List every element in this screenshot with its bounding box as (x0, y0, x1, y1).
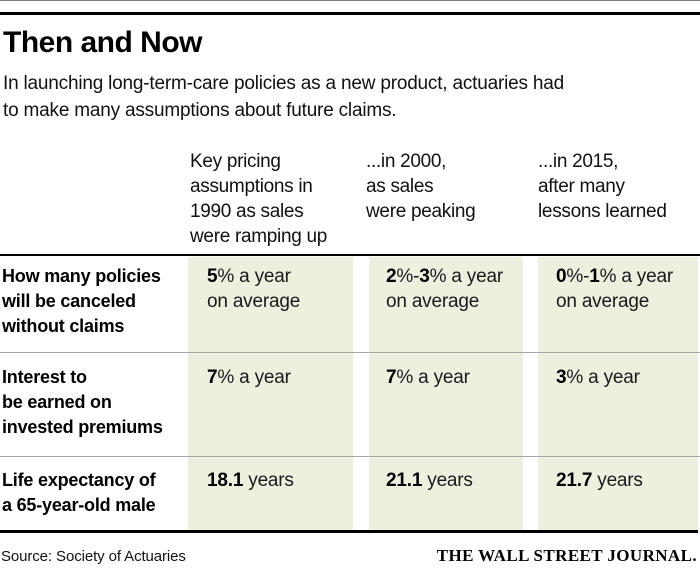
cell-canceled-2000: 2%-3% a year on average (386, 264, 526, 314)
row-separator-1 (0, 352, 700, 353)
cell-canceled-2015: 0%-1% a year on average (556, 264, 696, 314)
cell-life-expectancy-2015: 21.7 years (556, 468, 696, 493)
cell-value-line2: on average (386, 291, 480, 312)
cell-value: 7% a year (207, 367, 291, 388)
cell-value: 5% a year (207, 266, 291, 287)
header-rule (0, 254, 700, 256)
cell-value: 18.1 years (207, 470, 294, 491)
cell-value: 0%-1% a year (556, 266, 673, 287)
footer: Source: Society of Actuaries THE WALL ST… (1, 546, 697, 566)
cell-value: 21.7 years (556, 470, 643, 491)
top-rule (0, 12, 700, 15)
graphic-title: Then and Now (3, 26, 203, 59)
wsj-wordmark: THE WALL STREET JOURNAL. (436, 546, 697, 565)
column-header-1990: Key pricing assumptions in 1990 as sales… (190, 151, 328, 247)
cell-interest-1990: 7% a year (207, 365, 347, 390)
bottom-rule (0, 530, 698, 533)
value-column-band-1990 (188, 257, 353, 530)
cell-interest-2000: 7% a year (386, 365, 526, 390)
column-header-2000: ...in 2000, as sales were peaking (366, 151, 476, 222)
row-label-life-expectancy: Life expectancy of a 65-year-old male (2, 470, 156, 515)
cell-canceled-1990: 5% a year on average (207, 264, 347, 314)
cell-life-expectancy-2000: 21.1 years (386, 468, 526, 493)
cell-value: 3% a year (556, 367, 640, 388)
cell-value: 21.1 years (386, 470, 473, 491)
top-hairline (0, 0, 700, 1)
row-label-interest-earned: Interest to be earned on invested premiu… (2, 367, 163, 437)
graphic-subtitle: In launching long-term-care policies as … (3, 73, 564, 121)
cell-value-line2: on average (556, 291, 650, 312)
cell-value: 2%-3% a year (386, 266, 503, 287)
column-header-2015: ...in 2015, after many lessons learned (538, 151, 667, 222)
row-label-policies-canceled: How many policies will be canceled witho… (2, 266, 161, 336)
value-column-band-2015 (538, 257, 698, 530)
row-separator-2 (0, 456, 700, 457)
cell-interest-2015: 3% a year (556, 365, 696, 390)
source-credit: Source: Society of Actuaries (1, 548, 186, 565)
cell-value: 7% a year (386, 367, 470, 388)
cell-life-expectancy-1990: 18.1 years (207, 468, 347, 493)
cell-value-line2: on average (207, 291, 301, 312)
value-column-band-2000 (369, 257, 523, 530)
